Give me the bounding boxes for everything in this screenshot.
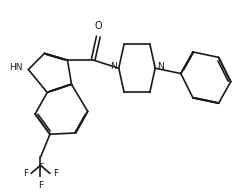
Text: F: F [23,169,28,178]
Text: N: N [157,62,164,71]
Text: F: F [38,181,43,190]
Text: F: F [52,169,58,178]
Text: HN: HN [9,63,22,72]
Text: N: N [110,62,116,71]
Text: O: O [94,21,102,31]
Text: F: F [38,163,43,172]
